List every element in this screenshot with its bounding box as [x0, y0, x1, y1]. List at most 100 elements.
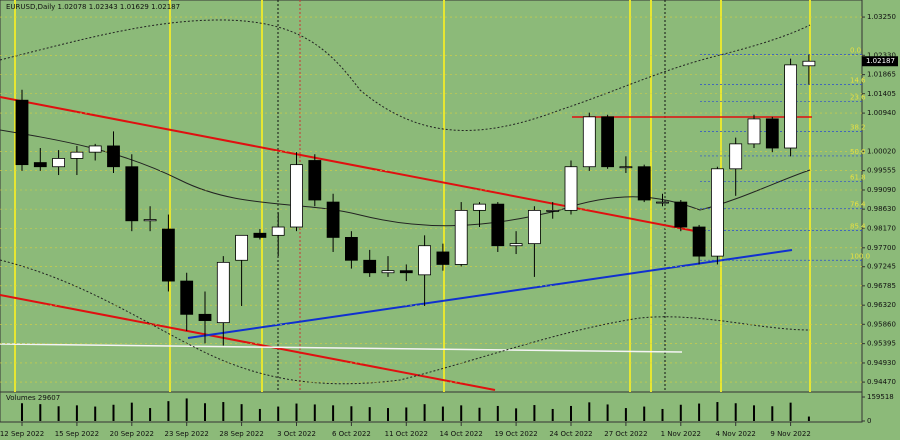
- y-tick-label: 1.01405: [867, 90, 896, 98]
- last-close: 1.02187: [151, 3, 180, 11]
- candle-body: [216, 261, 230, 324]
- fib-label: 38.2: [850, 123, 866, 131]
- volume-last: 29607: [38, 394, 60, 402]
- candle-body: [619, 166, 633, 169]
- candle-body: [784, 64, 797, 149]
- plot-frame: [0, 0, 863, 423]
- candle-body: [125, 166, 139, 222]
- volume-tick-label: 0: [867, 417, 871, 425]
- candle-body: [528, 209, 541, 245]
- fib-label: 61.8: [850, 174, 866, 182]
- y-tick-label: 0.96785: [867, 282, 896, 290]
- candle-body: [711, 168, 724, 257]
- candle-body: [271, 226, 285, 236]
- candle-body: [344, 237, 358, 261]
- candle-body: [765, 118, 779, 149]
- horizontal-level: [0, 343, 683, 353]
- candle-body: [33, 162, 47, 168]
- candle-body: [107, 145, 120, 168]
- x-tick-label: 1 Nov 2022: [661, 430, 701, 438]
- x-tick-label: 9 Nov 2022: [770, 430, 810, 438]
- y-tick-label: 0.96320: [867, 301, 896, 309]
- candle-body: [15, 99, 29, 166]
- y-tick-label: 0.99090: [867, 186, 896, 194]
- bollinger-lower: [0, 259, 811, 385]
- x-tick-label: 27 Oct 2022: [604, 430, 647, 438]
- candle-body: [509, 243, 523, 247]
- x-tick-label: 28 Sep 2022: [219, 430, 263, 438]
- moving-average: [0, 129, 811, 227]
- x-tick-label: 4 Nov 2022: [716, 430, 756, 438]
- candle-body: [436, 251, 450, 265]
- fib-label: 14.6: [850, 76, 866, 84]
- fib-label: 85.4: [850, 222, 866, 230]
- candle-body: [180, 280, 194, 315]
- y-tick-label: 0.99555: [867, 167, 896, 175]
- y-tick-label: 1.02330: [867, 51, 896, 59]
- candle-body: [143, 219, 157, 222]
- x-tick-label: 12 Sep 2022: [0, 430, 44, 438]
- volume-tick-label: 159518: [867, 393, 894, 401]
- y-tick-label: 0.98170: [867, 224, 896, 232]
- y-tick-label: 0.97245: [867, 263, 896, 271]
- trend-lines: [0, 19, 812, 391]
- candle-body: [491, 203, 505, 247]
- channel-top: [0, 96, 701, 233]
- fib-label: 100.0: [850, 252, 870, 260]
- x-tick-label: 14 Oct 2022: [440, 430, 483, 438]
- candle-body: [656, 201, 669, 204]
- y-tick-label: 0.94470: [867, 378, 896, 386]
- support: [187, 249, 793, 339]
- candle-body: [564, 166, 578, 211]
- candle-body: [70, 151, 84, 159]
- candle-body: [802, 60, 816, 67]
- volume-title: Volumes 29607: [6, 394, 60, 402]
- x-tick-label: 23 Sep 2022: [165, 430, 209, 438]
- channel-bottom: [0, 294, 496, 391]
- y-tick-label: 0.94930: [867, 359, 896, 367]
- candle-body: [290, 164, 303, 228]
- x-tick-label: 15 Sep 2022: [55, 430, 99, 438]
- x-tick-label: 6 Oct 2022: [332, 430, 371, 438]
- x-tick-label: 20 Sep 2022: [110, 430, 154, 438]
- y-tick-label: 0.95860: [867, 320, 896, 328]
- candle-body: [363, 259, 377, 274]
- candle-body: [52, 158, 65, 168]
- candle-body: [399, 270, 413, 274]
- x-tick-label: 11 Oct 2022: [385, 430, 428, 438]
- bollinger-upper: [0, 19, 811, 131]
- candle-body: [454, 209, 468, 265]
- candle-body: [88, 145, 102, 153]
- fib-label: 23.6: [850, 93, 866, 101]
- candle-body: [235, 234, 249, 261]
- y-tick-label: 0.95395: [867, 340, 896, 348]
- price-tag-label: 1.02187: [866, 57, 895, 65]
- symbol: EURUSD,Daily: [6, 3, 55, 11]
- volume-name: Volumes: [6, 394, 36, 402]
- x-tick-label: 24 Oct 2022: [549, 430, 592, 438]
- candle-body: [729, 143, 743, 170]
- candle-body: [326, 201, 340, 238]
- last-low: 1.01629: [120, 3, 149, 11]
- y-tick-label: 1.01865: [867, 71, 896, 79]
- y-tick-label: 1.00020: [867, 147, 896, 155]
- price-tag: [862, 56, 898, 67]
- last-open: 1.02078: [58, 3, 87, 11]
- candle-body: [674, 201, 688, 228]
- candle-body: [161, 228, 175, 282]
- candle-body: [253, 232, 267, 238]
- candle-body: [381, 270, 395, 274]
- candle-body: [582, 116, 596, 168]
- candle-body: [546, 209, 560, 212]
- fib-label: 76.4: [850, 201, 866, 209]
- last-high: 1.02343: [89, 3, 118, 11]
- fib-label: 50.0: [850, 148, 866, 156]
- candle-body: [198, 313, 212, 321]
- candle-body: [692, 226, 706, 257]
- candle-body: [747, 118, 761, 145]
- candle-body: [473, 203, 486, 211]
- x-tick-label: 3 Oct 2022: [277, 430, 316, 438]
- chart-title: EURUSD,Daily 1.02078 1.02343 1.01629 1.0…: [6, 3, 180, 11]
- fib-label: 0.0: [850, 46, 861, 54]
